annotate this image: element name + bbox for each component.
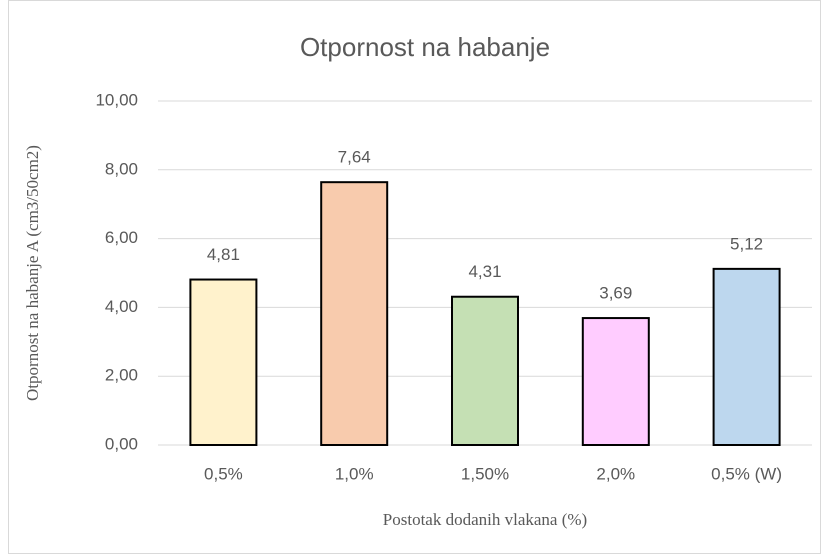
data-label: 7,64 <box>338 148 371 167</box>
y-tick-label: 0,00 <box>105 434 138 453</box>
x-axis-label: Postotak dodanih vlakana (%) <box>383 510 587 529</box>
y-tick-label: 10,00 <box>95 90 138 109</box>
y-tick-label: 2,00 <box>105 366 138 385</box>
data-label: 4,31 <box>468 262 501 281</box>
x-tick-label: 2,0% <box>596 464 635 483</box>
y-tick-label: 4,00 <box>105 297 138 316</box>
chart-border <box>8 0 821 554</box>
y-tick-label: 8,00 <box>105 159 138 178</box>
data-label: 4,81 <box>207 245 240 264</box>
y-tick-label: 6,00 <box>105 228 138 247</box>
bar <box>581 317 650 446</box>
x-tick-label: 0,5% (W) <box>711 464 782 483</box>
chart-title: Otpornost na habanje <box>300 32 550 62</box>
x-tick-label: 0,5% <box>204 464 243 483</box>
bar <box>320 181 389 447</box>
data-label: 5,12 <box>730 234 763 253</box>
x-tick-label: 1,50% <box>461 464 509 483</box>
y-axis-label: Otpornost na habanje A (cm3/50cm2) <box>23 145 42 401</box>
bar <box>189 278 258 447</box>
data-label: 3,69 <box>599 284 632 303</box>
bar <box>712 267 781 447</box>
bar <box>451 295 519 446</box>
x-tick-label: 1,0% <box>335 464 374 483</box>
